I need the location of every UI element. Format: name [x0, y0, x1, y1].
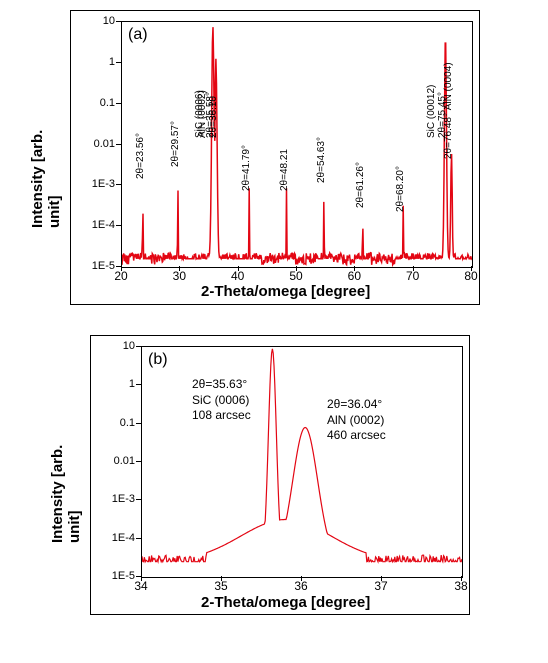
- plot-area-b: (b) 2θ=35.63°SiC (0006)108 arcsec 2θ=36.0…: [141, 346, 463, 578]
- x-tick-label: 40: [231, 269, 244, 283]
- y-tick-label: 10: [95, 340, 135, 352]
- x-tick-label: 37: [374, 579, 387, 593]
- x-tick-label: 36: [294, 579, 307, 593]
- y-tick-label: 1E-4: [95, 532, 135, 544]
- panel-a: Intensity [arb. unit] (a) 2θ=23.56°2θ=29…: [70, 10, 480, 305]
- x-tick-label: 20: [114, 269, 127, 283]
- peak-annotation: 2θ=54.63°: [316, 137, 327, 183]
- peak-annotation: 2θ=76.48° AlN (0004): [443, 62, 454, 159]
- peak-annotation-sic: 2θ=35.63°SiC (0006)108 arcsec: [192, 377, 251, 424]
- y-tick-label: 0.01: [75, 138, 115, 150]
- y-tick-label: 10: [75, 15, 115, 27]
- y-tick-label: 0.1: [95, 417, 135, 429]
- x-tick-label: 50: [289, 269, 302, 283]
- y-tick-label: 1: [75, 56, 115, 68]
- y-tick-label: 0.1: [75, 97, 115, 109]
- y-tick-label: 1E-3: [95, 493, 135, 505]
- figure-container: Intensity [arb. unit] (a) 2θ=23.56° 2θ=29…: [10, 10, 538, 615]
- y-tick-label: 1E-4: [75, 219, 115, 231]
- peak-annotation: SiC (00012): [426, 85, 437, 138]
- x-axis-label-b: 2-Theta/omega [degree]: [201, 594, 370, 611]
- y-tick-label: 1E-3: [75, 178, 115, 190]
- peak-annotation: 2θ=61.26°: [355, 162, 366, 208]
- peak-annotation: 2θ=68.20°: [395, 166, 406, 212]
- x-tick-label: 30: [173, 269, 186, 283]
- peak-annotation-aln: 2θ=36.04°AlN (0002)460 arcsec: [327, 397, 386, 444]
- peak-annotation: AlN (0002): [197, 90, 208, 138]
- peak-annotation: 2θ=29.57°: [170, 121, 181, 167]
- chart-trace-b: [142, 347, 462, 577]
- y-tick-label: 1E-5: [75, 260, 115, 272]
- panel-b: Intensity [arb. unit] (b) 2θ=35.63°SiC (…: [90, 335, 470, 615]
- x-axis-label-a: 2-Theta/omega [degree]: [201, 283, 370, 300]
- x-tick-label: 60: [348, 269, 361, 283]
- x-tick-label: 80: [464, 269, 477, 283]
- y-tick-label: 0.01: [95, 455, 135, 467]
- peak-annotation: 2θ=36.10: [208, 96, 219, 138]
- x-tick-label: 38: [454, 579, 467, 593]
- y-tick-label: 1E-5: [95, 570, 135, 582]
- y-tick-label: 1: [95, 378, 135, 390]
- y-axis-label-b: Intensity [arb. unit]: [49, 423, 83, 543]
- peak-annotation: 2θ=48.21: [279, 149, 290, 191]
- plot-area-a: (a) 2θ=23.56°2θ=29.57°2θ=35.58°SiC (0006…: [121, 21, 473, 268]
- peak-annotation: 2θ=23.56°: [135, 133, 146, 179]
- y-axis-label-a: Intensity [arb. unit]: [29, 108, 63, 228]
- x-tick-label: 70: [406, 269, 419, 283]
- peak-annotation: 2θ=41.79°: [241, 145, 252, 191]
- x-tick-label: 35: [214, 579, 227, 593]
- x-tick-label: 34: [134, 579, 147, 593]
- panel-letter-b: (b): [148, 351, 168, 369]
- panel-letter-a: (a): [128, 26, 148, 44]
